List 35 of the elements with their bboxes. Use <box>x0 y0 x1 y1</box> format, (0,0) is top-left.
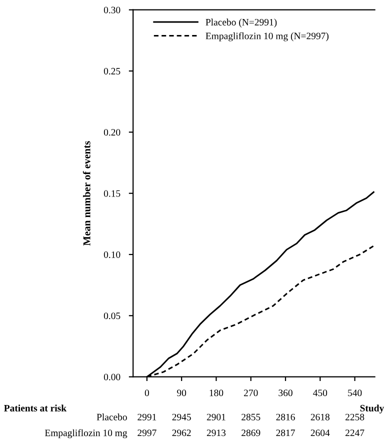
text: 2945 <box>172 414 191 420</box>
text: 2991 <box>138 414 156 420</box>
text: 2247 <box>345 430 364 436</box>
text: 2816 <box>276 414 295 420</box>
x-tick-label: 180 <box>210 390 224 396</box>
text: 2962 <box>172 430 191 436</box>
text: 2901 <box>206 414 226 420</box>
y-tick-label: 0.20 <box>104 129 120 136</box>
x-tick-label: 270 <box>244 390 258 396</box>
legend-label: Empagliflozin 10 mg (N=2997) <box>206 32 328 42</box>
y-tick-label: 0.25 <box>104 68 120 75</box>
y-tick-label: 0.30 <box>104 6 120 14</box>
text: 2997 <box>138 430 156 436</box>
text: 2869 <box>242 430 260 436</box>
x-tick-label: 90 <box>177 390 186 396</box>
legend-label: Placebo (N=2991) <box>206 18 277 28</box>
text: Empagliflozin 10 mg <box>44 429 128 438</box>
x-axis-title: Study <box>360 404 384 414</box>
text: Placebo <box>96 414 127 420</box>
text: Patients at risk <box>4 404 67 412</box>
text: 2618 <box>310 414 330 420</box>
x-tick-label: 360 <box>278 390 292 396</box>
x-tick-label: 450 <box>313 390 328 396</box>
text: 2258 <box>345 414 364 420</box>
text: 2913 <box>206 430 226 436</box>
y-tick-label: 0.05 <box>104 312 120 320</box>
y-tick-label: 0.10 <box>104 251 120 258</box>
y-axis-title: Mean number of events <box>82 141 90 246</box>
y-tick-label: 0.15 <box>104 190 120 197</box>
text: 2855 <box>242 414 260 420</box>
text: 2604 <box>310 430 330 436</box>
y-tick-label: 0.00 <box>104 374 120 380</box>
x-tick-label: 540 <box>348 390 362 396</box>
x-tick-label: 0 <box>144 390 149 396</box>
text: 2817 <box>276 430 295 436</box>
